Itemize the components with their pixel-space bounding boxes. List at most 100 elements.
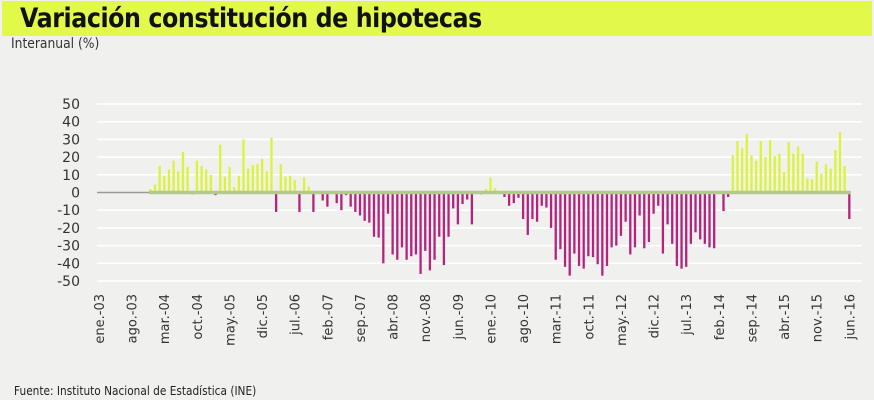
bar	[195, 160, 199, 193]
bar	[219, 144, 222, 193]
bar	[503, 192, 506, 197]
bar	[647, 192, 651, 243]
y-tick-label: -30	[57, 239, 80, 255]
y-tick-label: 30	[62, 132, 80, 148]
bar	[307, 186, 310, 193]
x-tick-label: ago.-10	[517, 294, 532, 343]
bar	[494, 188, 497, 193]
bar	[233, 187, 236, 193]
bar	[591, 192, 595, 258]
bar	[643, 192, 646, 249]
bar	[326, 192, 329, 207]
bar	[727, 192, 730, 197]
bar	[689, 192, 693, 244]
bar	[419, 192, 422, 274]
bar	[559, 192, 562, 250]
bar	[531, 192, 534, 220]
bar	[256, 164, 259, 193]
x-tick-label: mar.-11	[550, 294, 565, 344]
bar	[386, 192, 390, 214]
bar	[768, 140, 772, 193]
bar	[205, 169, 208, 193]
x-tick-label: dic.-12	[648, 294, 663, 338]
x-tick-label: ago.-03	[126, 294, 141, 343]
bar	[806, 178, 809, 193]
bar	[601, 192, 604, 276]
bar	[722, 192, 725, 212]
bar	[778, 153, 781, 193]
x-tick-label: ene.-10	[484, 294, 499, 344]
x-tick-label: jul.-13	[680, 294, 695, 336]
bar	[507, 192, 511, 206]
bar	[713, 192, 716, 249]
y-tick-label: 40	[62, 115, 80, 131]
bar	[377, 192, 380, 238]
bar	[349, 192, 352, 207]
x-tick-label: abr.-15	[778, 294, 793, 340]
bar	[652, 192, 655, 214]
bar	[703, 192, 706, 244]
bar	[848, 192, 851, 220]
bar	[447, 192, 450, 237]
bar	[261, 158, 264, 193]
bar	[321, 192, 324, 201]
y-tick-label: 10	[62, 168, 80, 184]
bar	[787, 142, 790, 193]
bar	[177, 171, 180, 193]
x-tick-label: oct.-04	[191, 294, 206, 340]
bar	[484, 188, 487, 193]
bar	[568, 192, 571, 276]
y-tick-label: -10	[57, 203, 80, 219]
bar	[838, 132, 842, 193]
bar	[736, 141, 739, 193]
bar	[694, 192, 697, 233]
bar	[433, 192, 436, 260]
bar	[801, 153, 804, 193]
bar	[834, 150, 837, 193]
bar	[223, 176, 227, 193]
bar	[633, 192, 637, 248]
y-axis-unit-label: Interanual (%)	[11, 36, 100, 52]
y-tick-label: 50	[62, 97, 80, 113]
bar	[512, 192, 515, 204]
bar	[456, 192, 460, 225]
bar	[405, 192, 408, 260]
bar	[605, 192, 609, 266]
y-tick-label: -40	[57, 256, 80, 272]
bar	[237, 175, 240, 193]
x-tick-label: dic.-05	[256, 294, 271, 338]
x-tick-label: oct.-11	[582, 294, 597, 340]
bar	[610, 192, 613, 248]
bar	[699, 192, 702, 240]
bar	[461, 192, 464, 205]
bar	[582, 192, 585, 269]
bar	[661, 192, 665, 254]
bar	[228, 166, 231, 193]
bar	[335, 192, 338, 204]
bar	[685, 192, 688, 267]
bar	[596, 192, 599, 265]
bar	[680, 192, 683, 269]
bar	[675, 192, 679, 266]
y-tick-label: 20	[62, 150, 80, 166]
bar	[750, 155, 753, 193]
bar	[624, 192, 627, 222]
bar	[820, 173, 823, 193]
x-tick-label: nov.-15	[811, 294, 826, 342]
bar	[573, 192, 576, 254]
x-tick-label: sep.-14	[745, 294, 760, 342]
bar	[382, 192, 385, 264]
bar	[414, 192, 418, 255]
bar	[391, 192, 394, 255]
bar	[181, 151, 185, 193]
y-tick-label: -50	[57, 274, 80, 290]
source-note: Fuente: Instituto Nacional de Estadístic…	[14, 384, 257, 398]
bar	[824, 164, 828, 193]
bar	[428, 192, 432, 271]
bar	[438, 192, 441, 237]
bar	[489, 177, 492, 193]
bar	[274, 192, 278, 212]
bar	[298, 192, 301, 212]
bar	[563, 192, 567, 267]
